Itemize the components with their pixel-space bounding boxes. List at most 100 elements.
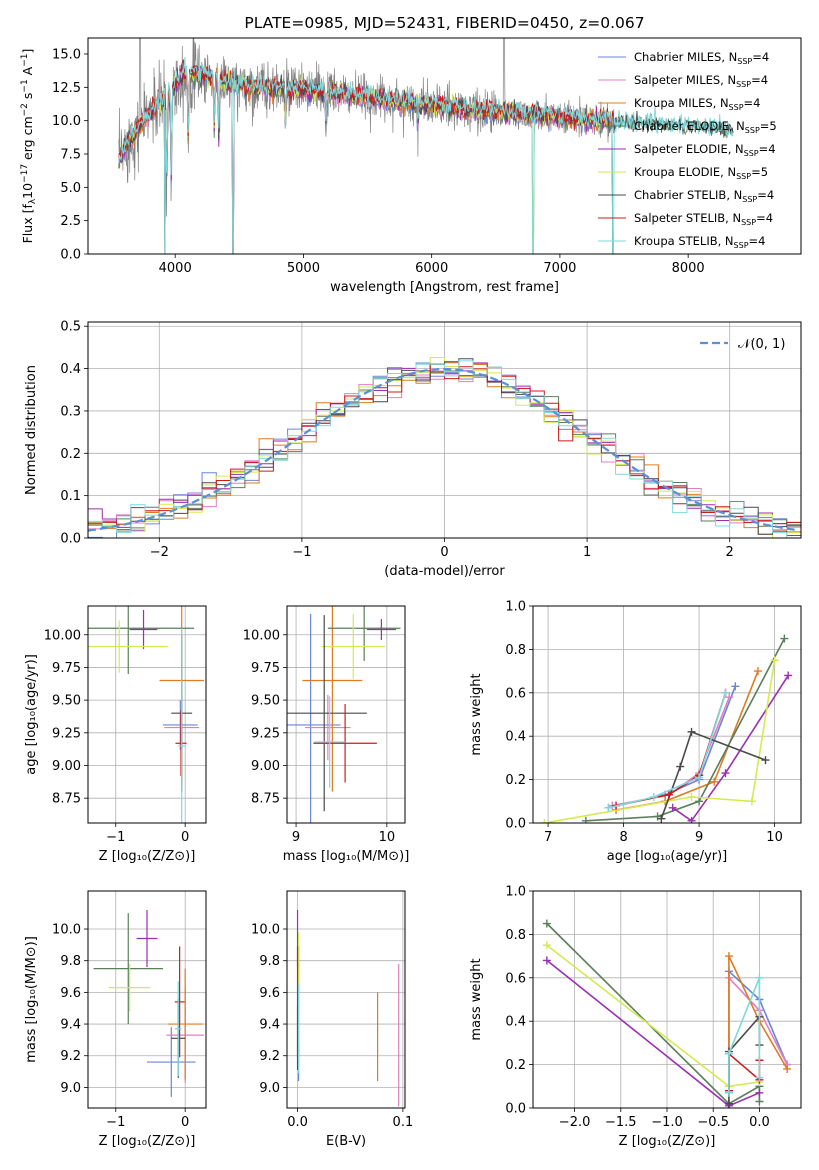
y-tick-label: 9.50 xyxy=(251,694,280,709)
y-tick-label: 0.8 xyxy=(505,928,526,943)
data-marker xyxy=(761,756,770,765)
x-axis-label: E(B-V) xyxy=(326,1134,366,1149)
x-tick-label: −2.0 xyxy=(559,1115,591,1130)
y-tick-label: 9.4 xyxy=(259,1018,280,1033)
errorbar-chabrier-miles xyxy=(162,700,198,750)
x-tick-label: −0.5 xyxy=(697,1115,729,1130)
x-axis-label: Z [log₁₀(Z/Z⊙)] xyxy=(99,849,196,864)
errorbar-chabrier-elodie xyxy=(93,913,163,1025)
y-tick-label: 0.0 xyxy=(505,817,526,832)
data-marker xyxy=(649,792,658,801)
axes-age_vs_mass xyxy=(287,606,405,823)
x-tick-label: 0.0 xyxy=(287,1115,308,1130)
y-axis-label: mass [log₁₀(M/M⊙)] xyxy=(24,936,39,1063)
legend-entry: Salpeter ELODIE, NSSP=4 xyxy=(634,142,776,158)
y-tick-label: 0.0 xyxy=(60,248,81,263)
x-tick-label: 0 xyxy=(440,545,448,560)
y-tick-label: 0.3 xyxy=(60,404,81,419)
axes-frame xyxy=(87,37,802,255)
data-marker xyxy=(724,1049,733,1058)
y-tick-label: 10.0 xyxy=(52,114,81,129)
y-tick-label: 9.2 xyxy=(259,1049,280,1064)
data-marker xyxy=(783,1064,792,1073)
y-tick-label: 5.0 xyxy=(60,181,81,196)
y-tick-label: 9.6 xyxy=(60,986,81,1001)
y-tick-label: 9.00 xyxy=(251,759,280,774)
data-marker xyxy=(724,1088,733,1097)
series-line-kroupa-elodie xyxy=(546,944,760,1088)
axes-frame xyxy=(532,605,802,824)
y-tick-label: 8.75 xyxy=(52,792,81,807)
data-marker xyxy=(581,816,590,823)
x-tick-label: 1 xyxy=(583,545,591,560)
x-tick-label: 2 xyxy=(726,545,734,560)
x-tick-label: 9 xyxy=(292,830,300,845)
y-tick-label: 9.25 xyxy=(52,726,81,741)
x-axis-label: age [log₁₀(age/yr)] xyxy=(607,849,728,864)
errorbars-age_vs_mass xyxy=(287,606,401,823)
residual-legend: 𝒩(0, 1) xyxy=(700,337,785,352)
y-tick-label: 9.6 xyxy=(259,986,280,1001)
series-line-kroupa-stelib xyxy=(608,692,727,809)
y-tick-label: 0.4 xyxy=(505,730,526,745)
y-axis-label: Flux [fλ10−17 erg cm−2 s−1 A−1] xyxy=(20,49,38,244)
data-marker xyxy=(784,671,793,680)
x-tick-label: −1 xyxy=(292,545,311,560)
spectrum-plot xyxy=(118,38,734,254)
data-marker xyxy=(695,797,704,806)
model-spectrum-tail xyxy=(613,112,734,137)
series-line-salpeter-elodie xyxy=(546,959,760,1107)
y-tick-label: 10.0 xyxy=(251,923,280,938)
frame-weight_vs_age: 7 8 9 10 0.0 0.2 0.4 0.6 0.8 1.0 age [log₁₀(age/yr… xyxy=(469,600,802,864)
data-marker xyxy=(780,634,789,643)
data-marker xyxy=(687,727,696,736)
data-marker xyxy=(721,769,730,778)
y-tick-label: 0.0 xyxy=(60,532,81,547)
errorbar-kroupa-stelib xyxy=(174,981,182,1077)
y-tick-label: 1.0 xyxy=(505,885,526,900)
legend-entry: Chabrier MILES, NSSP=4 xyxy=(634,50,769,66)
y-tick-label: 0.5 xyxy=(60,320,81,335)
errorbar-salpeter-elodie xyxy=(136,910,158,968)
y-tick-label: 9.8 xyxy=(259,954,280,969)
x-axis-label: (data-model)/error xyxy=(384,564,505,579)
histogram-kroupa-stelib xyxy=(88,360,801,538)
errorbar-salpeter-stelib xyxy=(313,704,377,783)
x-tick-label: −1 xyxy=(106,1115,125,1130)
legend-entry: Chabrier ELODIE, NSSP=5 xyxy=(634,119,777,135)
y-tick-label: 0.6 xyxy=(505,686,526,701)
legend-entry: 𝒩(0, 1) xyxy=(738,337,785,352)
series-line-chabrier-stelib xyxy=(660,730,766,819)
x-tick-label: 0 xyxy=(181,1115,189,1130)
frame-residuals: −2 −1 0 1 2 0.0 0.1 0.2 0.3 0.4 0.5 (data-model)/er… xyxy=(24,320,802,579)
errorbar-chabrier-elodie xyxy=(88,606,195,674)
y-axis-label: Normed distribution xyxy=(24,365,39,495)
data-marker xyxy=(747,797,756,806)
x-tick-label: 5000 xyxy=(287,261,320,276)
errorbar-kroupa-stelib xyxy=(178,628,186,823)
data-marker xyxy=(664,790,673,799)
y-tick-label: 0.8 xyxy=(505,643,526,658)
y-tick-label: 9.50 xyxy=(52,694,81,709)
y-tick-label: 0.6 xyxy=(505,971,526,986)
x-tick-label: 6000 xyxy=(415,261,448,276)
data-marker xyxy=(542,941,551,950)
series-line-salpeter-elodie xyxy=(672,674,789,822)
series-line-kroupa-stelib xyxy=(728,977,761,1093)
data-marker xyxy=(687,792,696,801)
data-marker xyxy=(724,1099,733,1108)
data-marker xyxy=(687,816,696,823)
x-tick-label: 4000 xyxy=(159,261,192,276)
legend-entry: Kroupa ELODIE, NSSP=5 xyxy=(634,165,768,181)
axes-mass_vs_ebv xyxy=(287,891,405,1108)
x-tick-label: 7000 xyxy=(543,261,576,276)
y-tick-label: 10.0 xyxy=(52,923,81,938)
frame-spectrum: 4000 5000 6000 7000 8000 0.0 2.5 5.0 7.5 10.0 12.5… xyxy=(52,37,802,295)
lines-weight_vs_age xyxy=(540,634,793,823)
x-tick-label: −1.0 xyxy=(651,1115,683,1130)
data-marker xyxy=(668,803,677,812)
legend-entry: Kroupa MILES, NSSP=4 xyxy=(634,96,760,112)
axes-age_vs_Z xyxy=(88,606,206,823)
frame-mass_vs_ebv: 0.0 0.1 9.0 9.2 9.4 9.6 9.8 10.0 E(B-V) xyxy=(251,890,413,1149)
series-line-kroupa-miles xyxy=(615,670,759,811)
